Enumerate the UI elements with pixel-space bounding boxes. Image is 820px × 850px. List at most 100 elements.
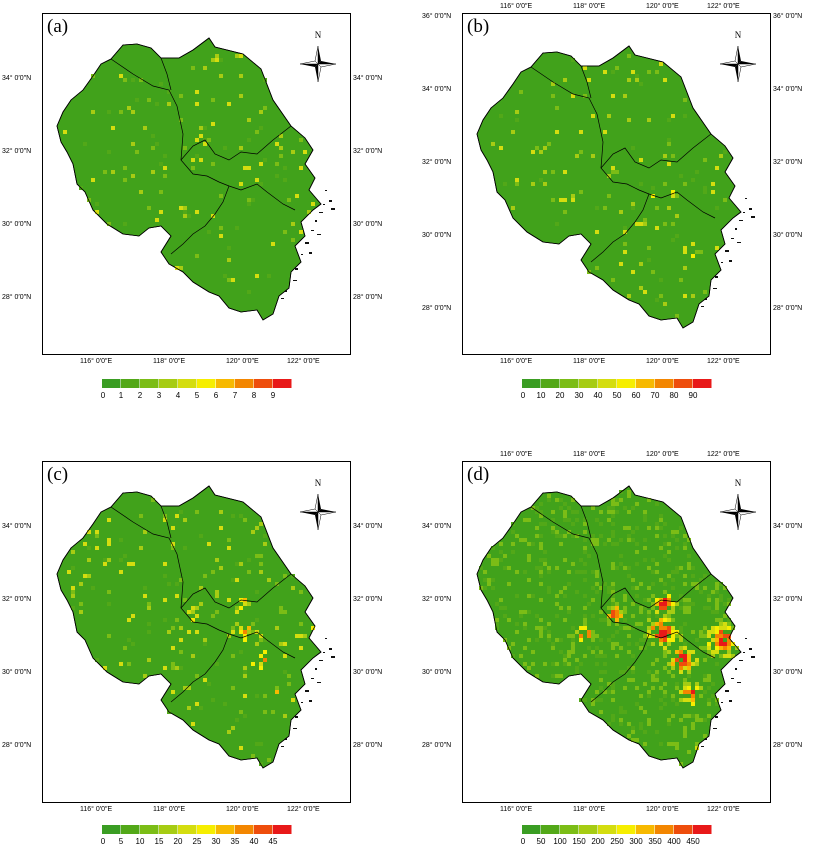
raster-cell <box>671 606 675 610</box>
raster-cell <box>263 658 267 662</box>
raster-cell <box>683 622 687 626</box>
raster-cell <box>631 614 635 618</box>
raster-cell <box>199 602 203 606</box>
province-border <box>648 631 716 659</box>
raster-cell <box>571 522 575 526</box>
raster-cell <box>631 730 635 734</box>
raster-cell <box>211 98 215 102</box>
raster-cell <box>631 538 635 542</box>
lon-tick-bottom: 116° 0′0″E <box>500 806 533 813</box>
raster-cell <box>663 602 667 606</box>
raster-cell <box>223 146 227 150</box>
raster-cell <box>647 118 651 122</box>
raster-cell <box>639 158 643 162</box>
legend-color-bar <box>522 379 712 388</box>
island <box>713 288 717 289</box>
raster-cell <box>583 66 587 70</box>
legend-swatch <box>598 825 617 834</box>
raster-cell <box>683 602 687 606</box>
raster-cell <box>243 634 247 638</box>
raster-cell <box>259 570 263 574</box>
legend-swatch <box>102 379 121 388</box>
raster-cell <box>195 674 199 678</box>
raster-cell <box>559 506 563 510</box>
raster-cell <box>611 506 615 510</box>
raster-cell <box>195 614 199 618</box>
raster-cell <box>687 610 691 614</box>
raster-cell <box>623 226 627 230</box>
raster-cell <box>667 118 671 122</box>
raster-cell <box>539 582 543 586</box>
raster-cell <box>287 674 291 678</box>
island <box>295 716 298 718</box>
panel-label-c: (c) <box>47 464 69 485</box>
raster-cell <box>559 674 563 678</box>
raster-cell <box>715 606 719 610</box>
raster-cell <box>499 542 503 546</box>
lat-tick-left: 30° 0′0″N <box>2 221 32 228</box>
raster-cell <box>687 602 691 606</box>
raster-cell <box>247 202 251 206</box>
raster-cell <box>271 242 275 246</box>
raster-cell <box>123 166 127 170</box>
raster-cell <box>563 210 567 214</box>
raster-cell <box>675 650 679 654</box>
raster-cell <box>619 722 623 726</box>
raster-cell <box>727 618 731 622</box>
raster-cell <box>651 194 655 198</box>
raster-cell <box>291 150 295 154</box>
raster-cell <box>671 698 675 702</box>
map-frame-c: N (c) <box>42 461 351 803</box>
raster-cell <box>611 170 615 174</box>
raster-cell <box>659 62 663 66</box>
raster-cell <box>591 586 595 590</box>
raster-cell <box>551 642 555 646</box>
raster-cell <box>667 670 671 674</box>
raster-cell <box>599 534 603 538</box>
raster-cell <box>199 586 203 590</box>
raster-cell <box>291 238 295 242</box>
raster-cell <box>527 554 531 558</box>
raster-cell <box>539 178 543 182</box>
raster-cell <box>191 166 195 170</box>
lon-tick-bottom: 120° 0′0″E <box>226 806 259 813</box>
raster-cell <box>595 518 599 522</box>
legend-swatch <box>522 379 541 388</box>
raster-cell <box>695 586 699 590</box>
raster-cell <box>511 642 515 646</box>
raster-cell <box>679 606 683 610</box>
raster-cell <box>607 510 611 514</box>
raster-cell <box>559 590 563 594</box>
raster-cell <box>191 606 195 610</box>
raster-cell <box>719 598 723 602</box>
raster-cell <box>611 502 615 506</box>
raster-cell <box>663 522 667 526</box>
raster-cell <box>483 570 487 574</box>
raster-cell <box>243 674 247 678</box>
raster-cell <box>619 646 623 650</box>
raster-cell <box>703 586 707 590</box>
raster-cell <box>703 690 707 694</box>
raster-cell <box>283 654 287 658</box>
raster-cell <box>603 70 607 74</box>
raster-cell <box>675 194 679 198</box>
raster-cell <box>615 618 619 622</box>
raster-cell <box>127 618 131 622</box>
legend-label: 30 <box>574 391 584 400</box>
raster-cell <box>163 618 167 622</box>
raster-cell <box>663 666 667 670</box>
raster-cell <box>483 578 487 582</box>
raster-cell <box>523 518 527 522</box>
raster-cell <box>563 510 567 514</box>
raster-cell <box>199 126 203 130</box>
raster-cell <box>627 642 631 646</box>
raster-cell <box>587 646 591 650</box>
raster-cell <box>267 578 271 582</box>
raster-cell <box>227 258 231 262</box>
raster-cell <box>619 670 623 674</box>
raster-cell <box>711 694 715 698</box>
lon-tick-bottom: 118° 0′0″E <box>153 358 186 365</box>
raster-cell <box>611 602 615 606</box>
raster-cell <box>683 714 687 718</box>
raster-cell <box>687 686 691 690</box>
